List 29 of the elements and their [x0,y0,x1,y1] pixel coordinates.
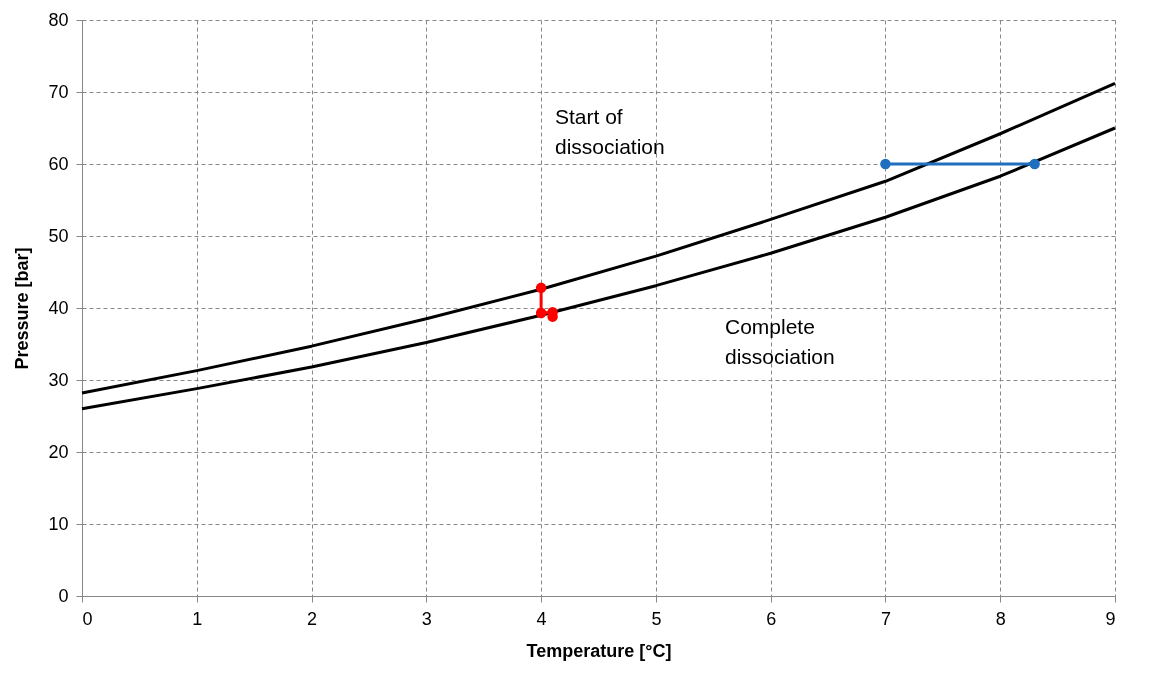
x-tick-label: 3 [421,608,432,629]
point [880,158,891,170]
point [535,307,547,319]
x-tick-label: 1 [192,608,203,629]
x-tick-label: 2 [307,608,318,629]
line-series [80,81,1117,395]
x-tick-label: 8 [995,608,1006,629]
y-tick-label: 80 [48,9,69,30]
x-tick-label: 7 [880,608,891,629]
x-tick-label: 6 [766,608,777,629]
y-tick-label: 0 [58,585,69,606]
y-axis-title: Pressure [bar] [12,247,33,370]
y-tick-label: 40 [48,297,69,318]
y-tick-label: 60 [48,153,69,174]
annotation: Start of dissociation [555,105,665,158]
y-tick-label: 20 [48,441,69,462]
y-tick-label: 50 [48,225,69,246]
point [535,282,547,294]
x-tick-label: 4 [536,608,547,629]
y-tick-label: 30 [48,369,69,390]
x-tick-label: 0 [82,608,93,629]
y-tick-label: 70 [48,81,69,102]
y-tick-label: 10 [48,513,69,534]
x-tick-label: 5 [651,608,662,629]
x-tick-label: 9 [1105,608,1116,629]
point [1029,158,1040,170]
annotation: Complete dissociation [725,315,835,368]
line-series [80,126,1117,411]
x-axis-title: Temperature [°C] [526,640,672,661]
